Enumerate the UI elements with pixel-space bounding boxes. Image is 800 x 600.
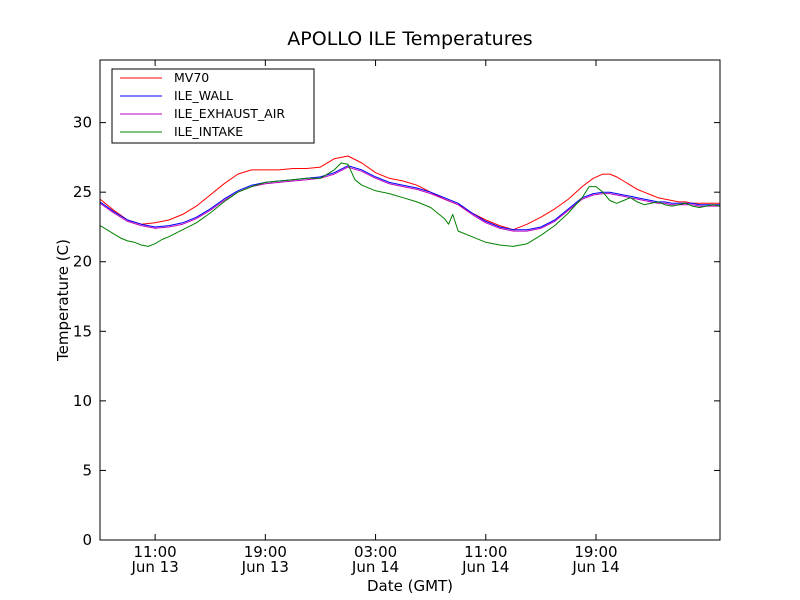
- x-tick-time-label: 19:00: [574, 543, 617, 561]
- series-layer: [100, 155, 720, 247]
- x-tick-date-label: Jun 13: [130, 558, 178, 576]
- y-tick-label: 15: [73, 322, 92, 340]
- series-line-ile-exhaust-air: [100, 166, 720, 232]
- legend: MV70 ILE_WALL ILE_EXHAUST_AIR ILE_INTAKE: [111, 68, 315, 144]
- chart-title: APOLLO ILE Temperatures: [287, 28, 532, 50]
- y-axis-title: Temperature (C): [54, 239, 72, 362]
- x-tick-date-label: Jun 14: [351, 558, 399, 576]
- plot-frame: [99, 59, 721, 541]
- y-tick-label: 30: [73, 114, 92, 132]
- x-tick-time-label: 03:00: [354, 543, 397, 561]
- y-tick-label: 20: [73, 253, 92, 271]
- x-tick-date-label: Jun 13: [241, 558, 289, 576]
- series-line-ile-intake: [100, 162, 720, 247]
- y-tick-label: 10: [73, 392, 92, 410]
- y-tick-label: 25: [73, 183, 92, 201]
- legend-label: ILE_INTAKE: [174, 124, 243, 139]
- x-tick-date-label: Jun 14: [571, 558, 619, 576]
- x-tick-date-label: Jun 14: [461, 558, 509, 576]
- y-tick-label: 0: [82, 531, 92, 549]
- legend-label: ILE_WALL: [174, 88, 233, 103]
- x-tick-time-label: 19:00: [244, 543, 287, 561]
- x-tick-time-label: 11:00: [464, 543, 507, 561]
- x-axis-title: Date (GMT): [367, 577, 453, 595]
- y-tick-label: 5: [82, 461, 92, 479]
- legend-box: [111, 68, 315, 144]
- x-tick-time-label: 11:00: [133, 543, 176, 561]
- y-axis: 0 5 10 15 20 25 30: [73, 114, 720, 549]
- legend-label: ILE_EXHAUST_AIR: [174, 106, 285, 121]
- legend-label: MV70: [174, 70, 209, 85]
